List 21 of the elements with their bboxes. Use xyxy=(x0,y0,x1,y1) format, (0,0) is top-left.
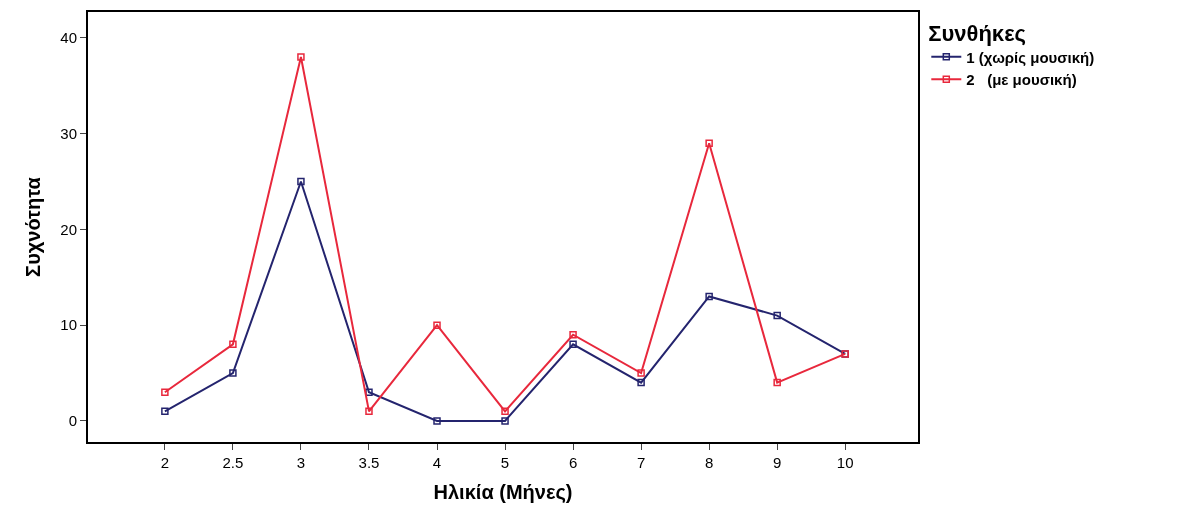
x-tick-label: 4 xyxy=(432,454,442,471)
y-tick-label: 20 xyxy=(60,220,77,238)
legend-label: 2 (με μουσική) xyxy=(966,71,1077,89)
legend-label: 1 (χωρίς μουσική) xyxy=(966,48,1095,66)
legend-title: Συνθήκες xyxy=(928,20,1027,46)
y-tick-label: 30 xyxy=(60,124,77,142)
x-tick-label: 3.5 xyxy=(358,454,380,471)
x-tick-label: 10 xyxy=(836,454,854,471)
x-tick-label: 6 xyxy=(568,454,578,471)
y-axis-title: Συχνότητα xyxy=(22,176,45,277)
y-tick-label: 10 xyxy=(60,316,77,334)
x-tick-label: 2 xyxy=(160,454,170,471)
x-tick-label: 7 xyxy=(636,454,646,471)
y-tick-label: 0 xyxy=(68,412,77,430)
x-tick-label: 8 xyxy=(704,454,714,471)
x-axis-title: Ηλικία (Μήνες) xyxy=(433,481,573,503)
x-tick-label: 2.5 xyxy=(222,454,244,471)
x-tick-label: 5 xyxy=(500,454,510,471)
x-tick-label: 3 xyxy=(296,454,306,471)
y-tick-label: 40 xyxy=(60,29,77,47)
x-tick-label: 9 xyxy=(773,454,782,471)
